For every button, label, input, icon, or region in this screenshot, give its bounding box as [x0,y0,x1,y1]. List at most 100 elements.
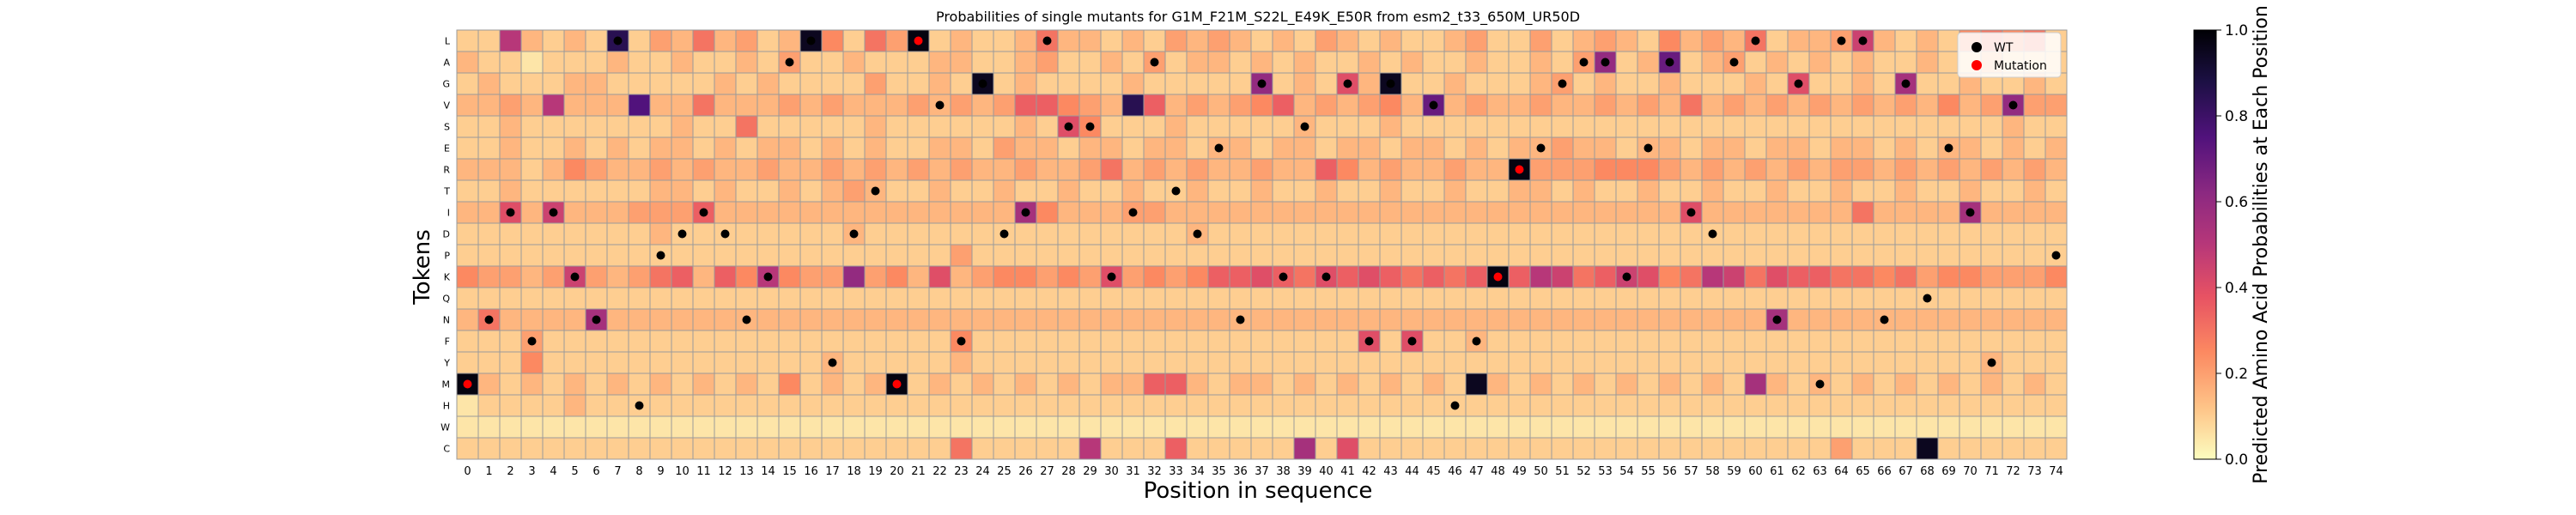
heatmap-cell [1036,351,1059,374]
heatmap-cell [1680,415,1703,439]
heatmap-cell [928,330,951,353]
heatmap-cell [1851,136,1874,160]
heatmap-cell [1594,265,1617,288]
wt-marker [1643,143,1653,153]
heatmap-cell [1508,308,1531,331]
heatmap-cell [1164,136,1188,160]
heatmap-cell [950,351,973,374]
heatmap-cell [1465,201,1488,224]
wt-marker [1257,79,1267,88]
x-tick-label: 12 [718,465,732,478]
heatmap-cell [1164,115,1188,138]
heatmap-cell [1787,287,1810,310]
heatmap-cell [1014,179,1037,203]
heatmap-cell [1164,265,1188,288]
heatmap-cell [1315,94,1338,117]
heatmap-cell [520,72,544,95]
heatmap-cell [1808,437,1832,460]
heatmap-cell [2023,351,2046,374]
heatmap-cell [1379,51,1402,74]
heatmap-cell [971,51,994,74]
heatmap-cell [1336,29,1359,52]
heatmap-cell [563,330,586,353]
heatmap-cell [1680,158,1703,181]
heatmap-cell [1272,29,1295,52]
heatmap-cell [842,265,866,288]
heatmap-cell [1873,244,1896,267]
heatmap-cell [477,222,501,245]
heatmap-cell [499,415,522,439]
heatmap-cell [2002,222,2025,245]
heatmap-cell [585,287,608,310]
heatmap-cell [1937,415,1960,439]
heatmap-cell [1851,415,1874,439]
heatmap-cell [735,351,758,374]
heatmap-cell [1207,373,1230,396]
heatmap-cell [1637,308,1660,331]
heatmap-cell [1637,94,1660,117]
colorbar-tick-label: 1.0 [2225,22,2248,39]
heatmap-cell [1293,265,1316,288]
x-tick-label: 40 [1319,465,1334,478]
heatmap-cell [563,94,586,117]
x-tick-label: 74 [2049,465,2063,478]
heatmap-cell [1808,351,1832,374]
heatmap-cell [1680,29,1703,52]
heatmap-cell [1594,287,1617,310]
heatmap-cell [799,222,823,245]
heatmap-cell [1594,330,1617,353]
heatmap-cell [1121,179,1145,203]
heatmap-cell [606,287,629,310]
heatmap-cell [499,29,522,52]
heatmap-cell [864,415,887,439]
heatmap-cell [1594,201,1617,224]
wt-marker [1429,100,1438,110]
heatmap-cell [692,351,715,374]
heatmap-cell [649,330,672,353]
heatmap-cell [585,51,608,74]
heatmap-cell [1959,415,1982,439]
heatmap-cell [1572,351,1595,374]
heatmap-cell [585,179,608,203]
heatmap-cell [1959,222,1982,245]
x-tick-label: 67 [1899,465,1913,478]
heatmap-cell [971,201,994,224]
heatmap-cell [1207,244,1230,267]
heatmap-cell [1186,72,1209,95]
heatmap-cell [1615,287,1638,310]
heatmap-cell [1293,158,1316,181]
heatmap-cell [671,265,694,288]
heatmap-cell [1336,179,1359,203]
heatmap-cell [1078,201,1102,224]
heatmap-cell [1164,94,1188,117]
heatmap-cell [2044,94,2068,117]
heatmap-cell [1594,351,1617,374]
heatmap-cell [2002,351,2025,374]
x-tick-label: 8 [635,465,642,478]
heatmap-cell [1637,244,1660,267]
wt-marker [1729,58,1739,67]
heatmap-cell [1422,51,1445,74]
heatmap-cell [671,179,694,203]
wt-marker [957,336,966,346]
wt-marker [1171,186,1181,196]
heatmap-cell [885,136,908,160]
heatmap-cell [1207,201,1230,224]
heatmap-cell [1186,179,1209,203]
heatmap-cell [1078,179,1102,203]
heatmap-cell [799,51,823,74]
wt-marker [1751,36,1760,45]
heatmap-cell [778,308,801,331]
heatmap-cell [1400,72,1424,95]
y-tick-label: G [442,79,450,90]
heatmap-cell [1637,394,1660,417]
heatmap-cell [1400,308,1424,331]
heatmap-cell [1379,222,1402,245]
heatmap-cell [907,94,930,117]
heatmap-cell [477,373,501,396]
heatmap-cell [799,265,823,288]
heatmap-cell [1701,394,1724,417]
heatmap-cell [1465,373,1488,396]
heatmap-cell [778,72,801,95]
heatmap-cell [563,201,586,224]
